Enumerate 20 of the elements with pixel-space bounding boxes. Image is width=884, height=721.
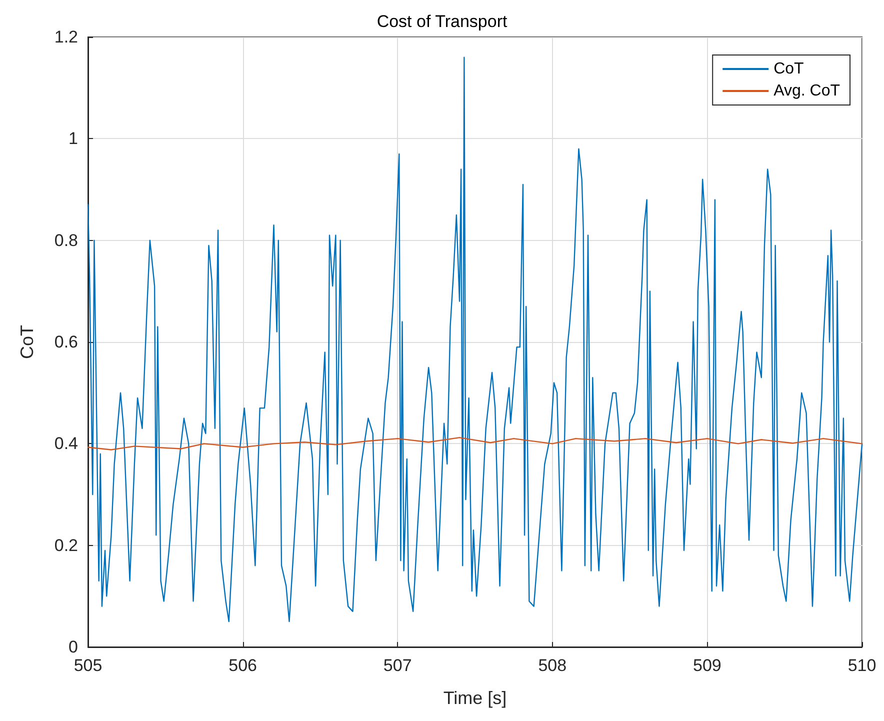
x-tick-label: 506 xyxy=(228,656,257,675)
y-tick-label: 1 xyxy=(68,129,78,148)
x-tick-label: 510 xyxy=(848,656,876,675)
y-axis-title: CoT xyxy=(17,324,37,360)
x-tick-label: 505 xyxy=(74,656,102,675)
chart-title: Cost of Transport xyxy=(376,12,508,31)
x-tick-label: 509 xyxy=(693,656,722,675)
legend-label: CoT xyxy=(774,60,804,78)
legend-label: Avg. CoT xyxy=(774,82,840,100)
y-tick-label: 0 xyxy=(68,638,78,656)
x-tick-label: 508 xyxy=(538,656,567,675)
x-tick-label: 507 xyxy=(383,656,412,675)
line-series xyxy=(87,436,863,450)
y-tick-label: 0.2 xyxy=(54,536,78,555)
y-tick-label: 0.6 xyxy=(54,332,78,352)
y-tick-label: 0.8 xyxy=(54,230,78,250)
y-tick-label: 1.2 xyxy=(54,28,78,46)
x-axis-title: Time [s] xyxy=(443,688,507,708)
line-series xyxy=(87,56,863,622)
y-tick-label: 0.4 xyxy=(54,434,78,454)
